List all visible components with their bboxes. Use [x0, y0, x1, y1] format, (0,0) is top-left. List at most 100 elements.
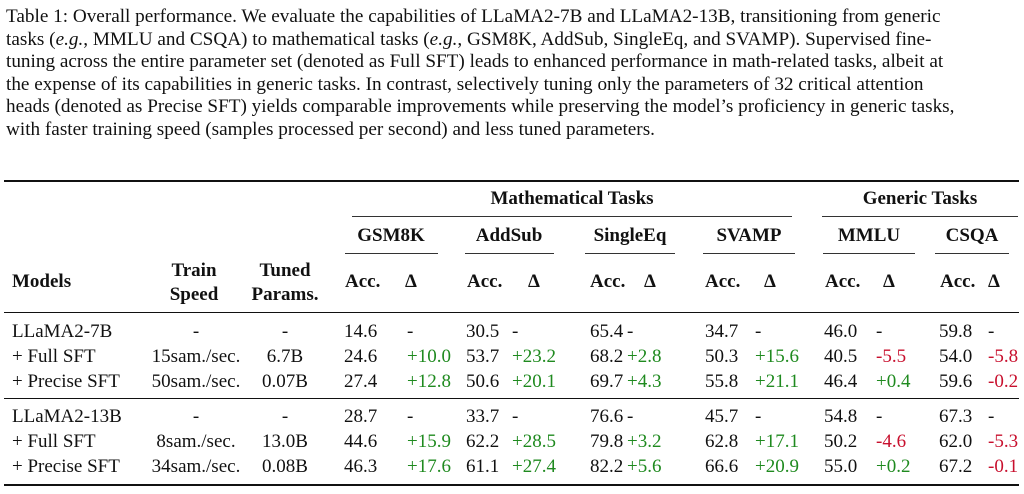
- accuracy-value: 30.5: [466, 321, 500, 342]
- accuracy-value: 82.2: [590, 456, 624, 477]
- model-name: LLaMA2-7B: [12, 321, 113, 342]
- table-caption: Table 1: Overall performance. We evaluat…: [6, 6, 1020, 142]
- accuracy-value: 46.3: [344, 456, 378, 477]
- delta-value: -0.2: [988, 371, 1019, 392]
- accuracy-value: 68.2: [590, 346, 624, 367]
- acc-header: Acc.: [825, 271, 861, 292]
- delta-value: +21.1: [755, 371, 799, 392]
- acc-header: Acc.: [705, 271, 741, 292]
- delta-value: -4.6: [876, 431, 907, 452]
- tuned-params: -: [281, 321, 289, 342]
- delta-value: +3.2: [627, 431, 662, 452]
- models-header: Models: [12, 271, 72, 292]
- bottom-rule: [4, 484, 1019, 486]
- group-underline: [352, 216, 792, 217]
- delta-value: +5.6: [627, 456, 662, 477]
- train-header: Train: [171, 260, 217, 281]
- delta-header: Δ: [883, 271, 895, 292]
- train-speed: -: [192, 406, 200, 427]
- delta-value: +17.1: [755, 431, 799, 452]
- accuracy-value: 50.6: [466, 371, 500, 392]
- accuracy-value: 67.2: [939, 456, 973, 477]
- accuracy-value: 33.7: [466, 406, 500, 427]
- accuracy-value: 14.6: [344, 321, 378, 342]
- delta-value: +2.8: [627, 346, 662, 367]
- delta-value: +17.6: [407, 456, 451, 477]
- delta-value: +15.9: [407, 431, 451, 452]
- accuracy-value: 46.4: [824, 371, 858, 392]
- delta-value: +20.1: [512, 371, 556, 392]
- delta-value: +23.2: [512, 346, 556, 367]
- accuracy-value: 69.7: [590, 371, 624, 392]
- accuracy-value: 55.0: [824, 456, 858, 477]
- delta-value: -: [627, 406, 634, 427]
- accuracy-value: 76.6: [590, 406, 624, 427]
- tuned-params: 0.07B: [262, 371, 308, 392]
- accuracy-value: 50.3: [705, 346, 739, 367]
- accuracy-value: 67.3: [939, 406, 973, 427]
- delta-value: -: [876, 321, 883, 342]
- accuracy-value: 27.4: [344, 371, 378, 392]
- delta-value: -: [876, 406, 883, 427]
- accuracy-value: 62.8: [705, 431, 739, 452]
- model-name: + Full SFT: [12, 431, 96, 452]
- delta-value: -: [512, 406, 519, 427]
- accuracy-value: 62.2: [466, 431, 500, 452]
- delta-value: +15.6: [755, 346, 799, 367]
- delta-value: -5.3: [988, 431, 1019, 452]
- delta-value: +0.2: [876, 456, 911, 477]
- caption-line: with faster training speed (samples proc…: [6, 118, 655, 140]
- mid-rule: [4, 312, 1019, 313]
- accuracy-value: 59.8: [939, 321, 973, 342]
- model-name: + Precise SFT: [12, 456, 120, 477]
- delta-value: -: [512, 321, 519, 342]
- accuracy-value: 24.6: [344, 346, 378, 367]
- tuned-params: 13.0B: [262, 431, 308, 452]
- delta-header: Δ: [528, 271, 540, 292]
- train-speed: 34sam./sec.: [151, 456, 241, 477]
- task-header: CSQA: [945, 225, 999, 246]
- tuned-header: Tuned: [259, 260, 311, 281]
- delta-value: -5.8: [988, 346, 1019, 367]
- accuracy-value: 79.8: [590, 431, 624, 452]
- model-name: LLaMA2-13B: [12, 406, 122, 427]
- accuracy-value: 28.7: [344, 406, 378, 427]
- acc-header: Acc.: [940, 271, 976, 292]
- accuracy-value: 44.6: [344, 431, 378, 452]
- delta-value: +0.4: [876, 371, 911, 392]
- task-header: AddSub: [475, 225, 543, 246]
- speed-header: Speed: [169, 284, 219, 305]
- accuracy-value: 45.7: [705, 406, 739, 427]
- tuned-params: -: [281, 406, 289, 427]
- train-speed: -: [192, 321, 200, 342]
- task-underline: [703, 253, 795, 254]
- delta-value: -0.1: [988, 456, 1019, 477]
- delta-value: -: [407, 406, 414, 427]
- delta-header: Δ: [644, 271, 656, 292]
- acc-header: Acc.: [590, 271, 626, 292]
- accuracy-value: 54.0: [939, 346, 973, 367]
- delta-value: -5.5: [876, 346, 907, 367]
- delta-header: Δ: [764, 271, 776, 292]
- caption-line: heads (denoted as Precise SFT) yields co…: [6, 96, 955, 118]
- delta-value: -: [988, 406, 995, 427]
- delta-value: +4.3: [627, 371, 662, 392]
- mid-rule: [4, 398, 1019, 399]
- task-header: GSM8K: [357, 225, 425, 246]
- task-underline: [585, 253, 675, 254]
- delta-value: -: [755, 321, 762, 342]
- delta-value: +10.0: [407, 346, 451, 367]
- delta-header: Δ: [988, 271, 1000, 292]
- accuracy-value: 50.2: [824, 431, 858, 452]
- caption-line: tuning across the entire parameter set (…: [6, 51, 944, 73]
- tuned-params: 0.08B: [262, 456, 308, 477]
- params-header: Params.: [251, 284, 319, 305]
- task-underline: [823, 253, 915, 254]
- top-rule: [4, 180, 1019, 182]
- train-speed: 8sam./sec.: [156, 431, 236, 452]
- group-header-generic: Generic Tasks: [862, 188, 978, 209]
- accuracy-value: 54.8: [824, 406, 858, 427]
- accuracy-value: 53.7: [466, 346, 500, 367]
- group-underline: [822, 216, 1018, 217]
- model-name: + Precise SFT: [12, 371, 120, 392]
